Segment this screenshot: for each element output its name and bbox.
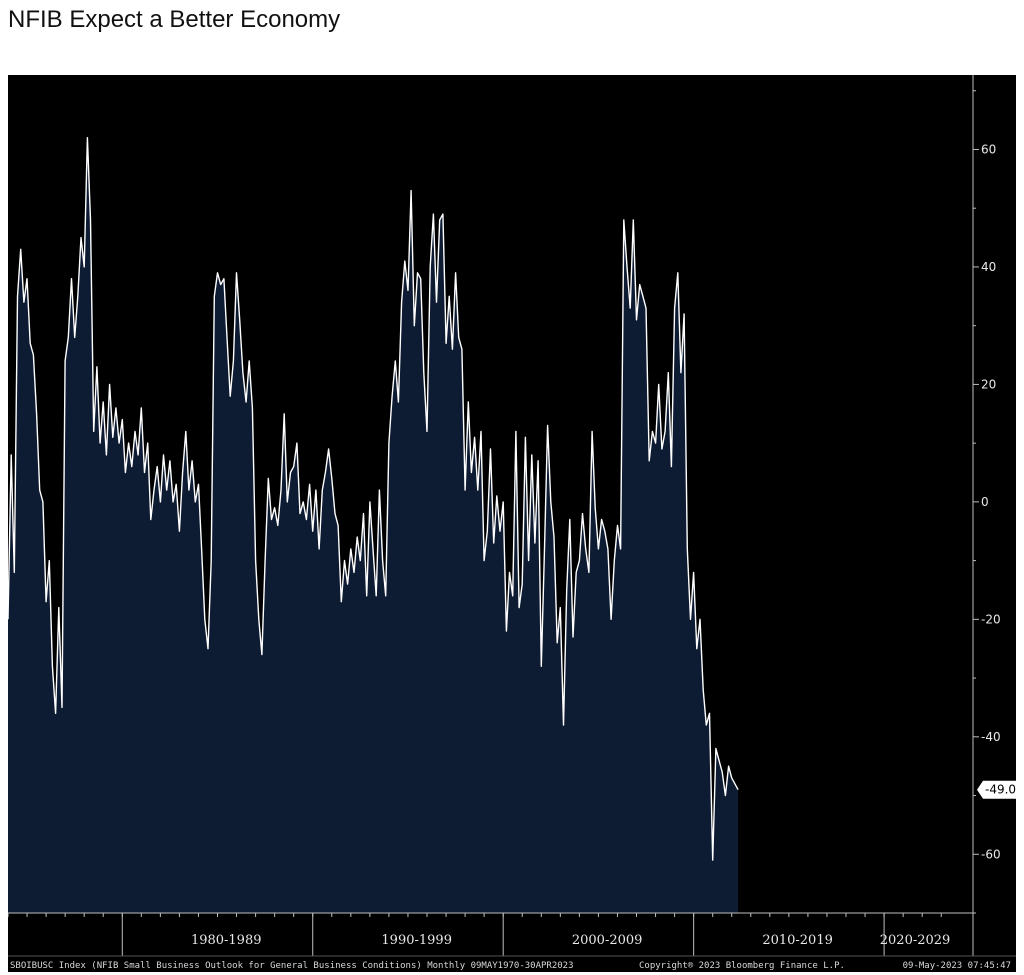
y-tick-label: -40 [981,730,1001,744]
footer-copyright: Copyright® 2023 Bloomberg Finance L.P. [639,961,845,971]
last-value-marker [977,780,1016,799]
y-tick-label: 0 [981,495,989,509]
footer: SBOIBUSC Index (NFIB Small Business Outl… [10,961,1011,971]
y-tick-label: -60 [981,847,1001,861]
plot-layer [8,137,739,913]
nfib-outlook-chart: -60 -40 -20 0 20 40 60 -49.0 1980-1989 1990-1999… [8,75,1016,971]
series-line [8,137,739,861]
x-group-label: 2010-2019 [762,933,833,948]
x-group-label: 2000-2009 [572,933,643,948]
last-value-label: -49.0 [985,783,1016,797]
y-tick-label: -20 [981,612,1001,626]
footer-timestamp: 09-May-2023 07:45:47 [903,961,1011,971]
y-axis: -60 -40 -20 0 20 40 60 -49.0 [972,75,1016,956]
x-group-label: 2020-2029 [880,933,951,948]
x-group-label: 1980-1989 [191,933,262,948]
y-tick-label: 40 [981,260,996,274]
x-group-label: 1990-1999 [381,933,452,948]
x-axis: 1980-1989 1990-1999 2000-2009 2010-2019 2020… [8,912,1016,957]
footer-source: SBOIBUSC Index (NFIB Small Business Outl… [10,961,574,971]
y-tick-label: 60 [981,142,996,156]
series-area [8,137,739,913]
bloomberg-chart-panel: -60 -40 -20 0 20 40 60 -49.0 1980-1989 1990-1999… [8,75,1016,972]
y-tick-label: 20 [981,377,996,391]
page-title: NFIB Expect a Better Economy [8,6,341,33]
